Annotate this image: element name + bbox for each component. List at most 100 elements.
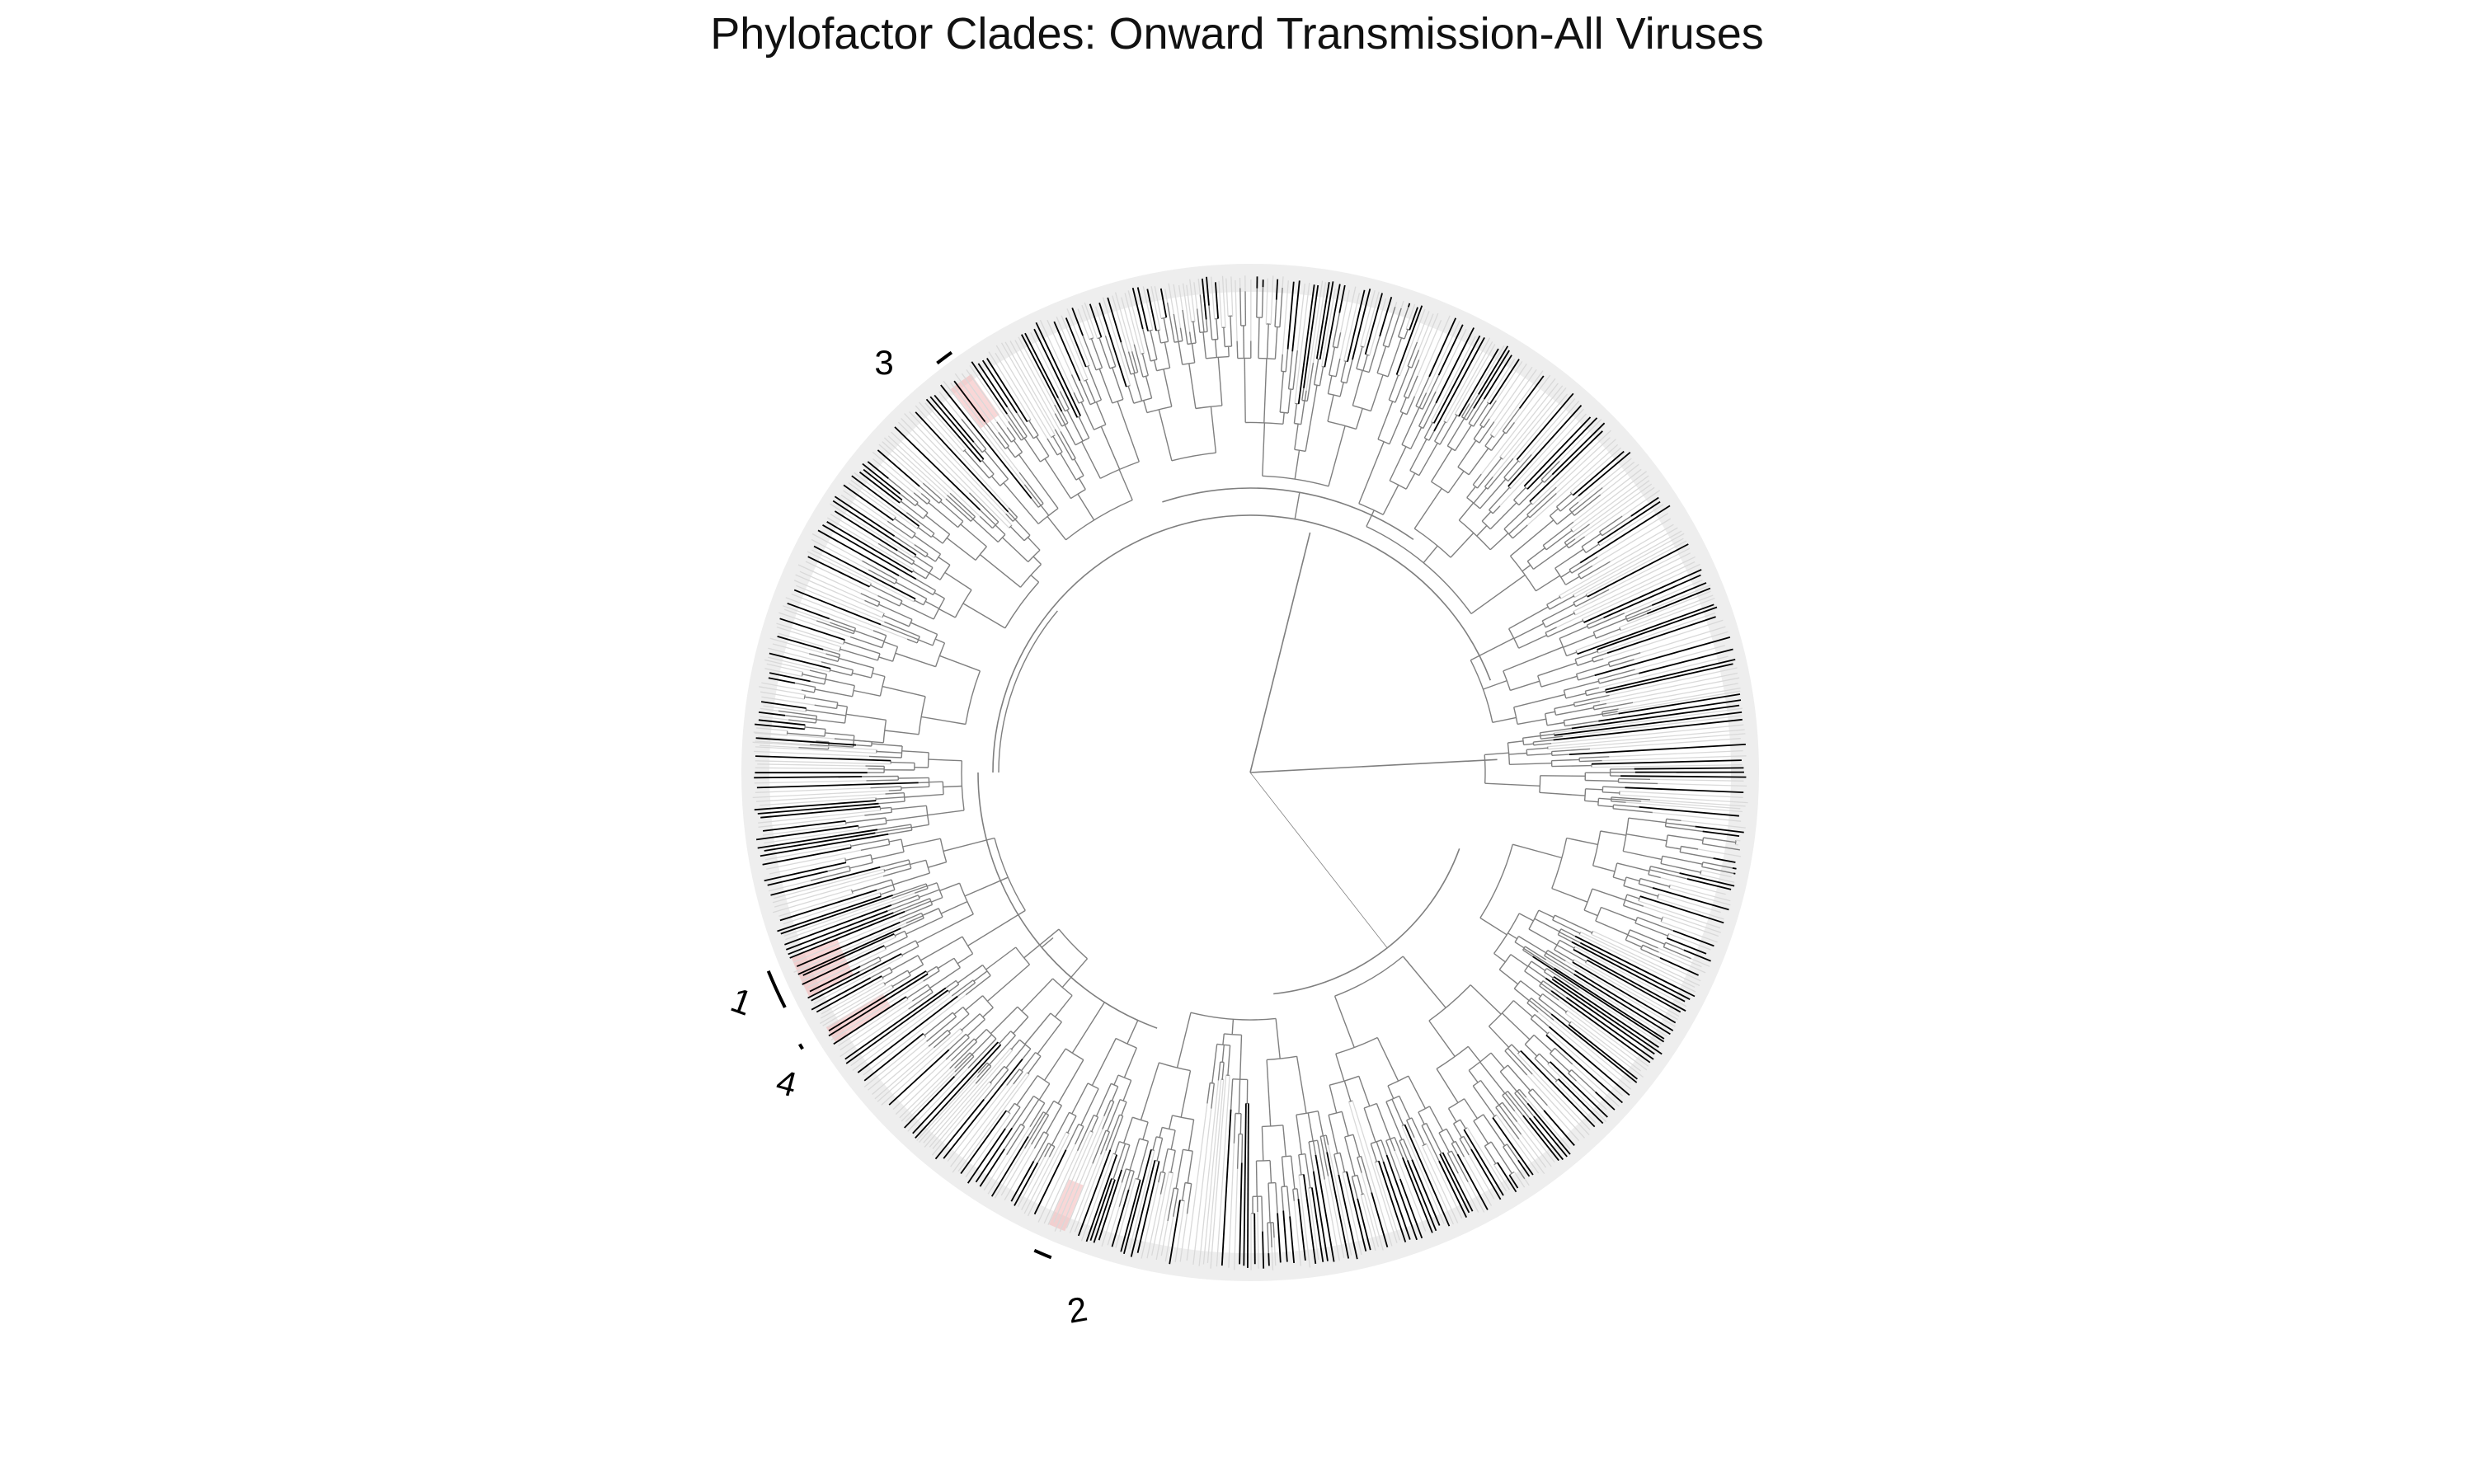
branch-segment — [1473, 487, 1487, 504]
branch-segment — [919, 889, 940, 899]
branch-segment — [980, 510, 996, 526]
branch-arc — [1119, 1098, 1127, 1103]
branch-segment — [1564, 713, 1603, 721]
tree-tip — [1543, 1110, 1575, 1146]
tree-tip — [1364, 293, 1383, 355]
tree-tip — [832, 500, 917, 556]
branch-segment — [1522, 949, 1533, 957]
branch-segment — [1306, 362, 1315, 402]
branch-arc — [1495, 1101, 1503, 1108]
branch-segment — [868, 569, 896, 585]
branch-segment — [1545, 613, 1575, 628]
branch-segment — [945, 498, 971, 522]
branch-segment — [1531, 960, 1546, 971]
tree-tip — [1394, 1150, 1427, 1232]
tree-tip — [1141, 1182, 1159, 1259]
branch-segment — [837, 704, 848, 707]
branch-arc — [934, 642, 946, 667]
branch-segment — [816, 719, 845, 724]
branch-segment — [1576, 663, 1610, 675]
branch-segment — [961, 418, 987, 450]
tree-tip — [1303, 1174, 1317, 1265]
branch-arc — [1564, 542, 1569, 549]
branch-segment — [1626, 894, 1640, 899]
tree-tip — [1569, 447, 1622, 493]
branch-segment — [1230, 1078, 1234, 1110]
branch-arc — [1407, 365, 1413, 369]
tree-tip — [1315, 1154, 1335, 1262]
branch-segment — [1394, 1137, 1404, 1158]
branch-arc — [1586, 624, 1589, 629]
tree-tip — [1439, 1153, 1470, 1214]
branch-segment — [1433, 421, 1446, 442]
branch-arc — [1479, 844, 1513, 918]
branch-segment — [1182, 1182, 1186, 1201]
branch-segment — [949, 1041, 978, 1069]
branch-segment — [953, 1006, 964, 1015]
tree-tip — [1618, 687, 1741, 710]
branch-segment — [917, 527, 932, 538]
tree-tip — [1495, 360, 1523, 402]
tree-tip — [987, 1126, 1031, 1195]
tree-tip — [1417, 319, 1442, 377]
branch-segment — [1016, 412, 1034, 439]
branch-arc — [1489, 1000, 1514, 1027]
branch-segment — [896, 550, 915, 562]
branch-segment — [1127, 351, 1136, 373]
branch-arc — [1294, 448, 1306, 453]
tree-tip — [1210, 1075, 1227, 1269]
tree-tip — [1606, 663, 1733, 693]
branch-segment — [1554, 914, 1592, 933]
branch-segment — [1080, 402, 1095, 430]
branch-segment — [1239, 1113, 1242, 1134]
branch-segment — [1054, 429, 1074, 461]
branch-segment — [884, 730, 920, 735]
tree-tip — [757, 802, 879, 815]
branch-segment — [1054, 413, 1063, 427]
branch-segment — [1103, 1100, 1112, 1117]
branch-arc — [939, 564, 951, 580]
branch-segment — [1628, 817, 1667, 824]
branch-segment — [1337, 332, 1342, 348]
branch-segment — [884, 621, 920, 637]
branch-segment — [905, 512, 935, 534]
tree-tip — [822, 524, 917, 580]
branch-arc — [1156, 1136, 1163, 1139]
tree-tip — [819, 984, 887, 1024]
branch-arc — [1334, 956, 1404, 997]
branch-segment — [913, 534, 941, 555]
tree-tip — [1363, 1193, 1380, 1247]
branch-segment — [1221, 1062, 1225, 1080]
branch-segment — [1182, 309, 1188, 345]
branch-segment — [1479, 478, 1507, 510]
branch-arc — [1340, 381, 1348, 384]
branch-arc — [894, 580, 898, 585]
tree-tip — [1426, 1144, 1463, 1219]
branch-segment — [1339, 382, 1344, 397]
branch-segment — [882, 867, 911, 877]
tree-tip — [811, 533, 863, 561]
branch-segment — [1545, 711, 1555, 715]
branch-segment — [926, 965, 938, 974]
tree-tip — [1024, 332, 1060, 399]
tree-tip — [1033, 1149, 1067, 1215]
branch-segment — [1473, 402, 1489, 427]
branch-segment — [838, 657, 874, 669]
branch-segment — [1388, 374, 1399, 401]
branch-segment — [1524, 970, 1542, 984]
branch-segment — [940, 900, 968, 914]
branch-segment — [1191, 343, 1196, 363]
branch-segment — [1163, 369, 1173, 407]
branch-arc — [1438, 1128, 1447, 1134]
branch-arc — [1015, 946, 1031, 965]
branch-arc — [1451, 1140, 1456, 1144]
tree-tip — [1000, 1144, 1032, 1196]
branch-arc — [1399, 1138, 1404, 1142]
branch-arc — [1389, 480, 1407, 490]
tree-tip — [981, 359, 1018, 414]
branch-segment — [1649, 869, 1688, 880]
branch-segment — [1522, 735, 1540, 739]
tree-tip — [977, 363, 1009, 408]
tree-tip — [863, 994, 967, 1076]
tip-connector-arc — [805, 707, 807, 712]
